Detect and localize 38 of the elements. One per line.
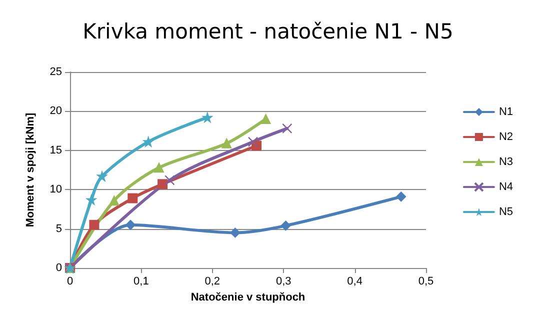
point — [154, 162, 164, 173]
x-tick-label: 0,2 — [204, 276, 220, 288]
point — [86, 194, 96, 205]
point — [126, 220, 136, 230]
legend-label: N3 — [498, 156, 513, 168]
legend-label: N5 — [498, 206, 513, 218]
point — [128, 193, 138, 204]
point — [222, 138, 232, 148]
x-tick-label: 0,4 — [347, 276, 362, 288]
legend-label: N4 — [498, 181, 513, 193]
point — [282, 123, 292, 134]
y-tick-label: 10 — [50, 184, 62, 196]
x-tick-label: 0,3 — [276, 276, 292, 288]
x-axis-title: Natočenie v stupňoch — [190, 292, 306, 304]
y-tick-label: 20 — [50, 105, 62, 118]
point — [230, 228, 240, 238]
x-tick-label: 0,1 — [134, 276, 149, 288]
point — [89, 220, 100, 230]
point — [97, 171, 108, 182]
y-tick-label: 25 — [50, 66, 62, 78]
point — [396, 192, 406, 202]
point — [202, 112, 212, 122]
point — [109, 196, 120, 206]
point — [280, 220, 291, 231]
point — [164, 175, 175, 186]
x-tick-label: 0,5 — [418, 276, 434, 288]
y-tick-label: 15 — [50, 144, 62, 156]
y-axis-title: Moment v spoji [kNm] — [24, 112, 36, 228]
point — [158, 179, 168, 190]
legend-label: N1 — [498, 106, 513, 118]
y-tick-label: 5 — [56, 222, 62, 235]
point — [260, 114, 271, 124]
point — [143, 136, 154, 147]
legend-label: N2 — [498, 131, 513, 143]
y-tick-label: 0 — [56, 262, 62, 274]
chart-title: Krivka moment - natočenie N1 - N5 — [82, 20, 454, 44]
x-tick-label: 0 — [66, 276, 74, 288]
point — [248, 136, 258, 147]
